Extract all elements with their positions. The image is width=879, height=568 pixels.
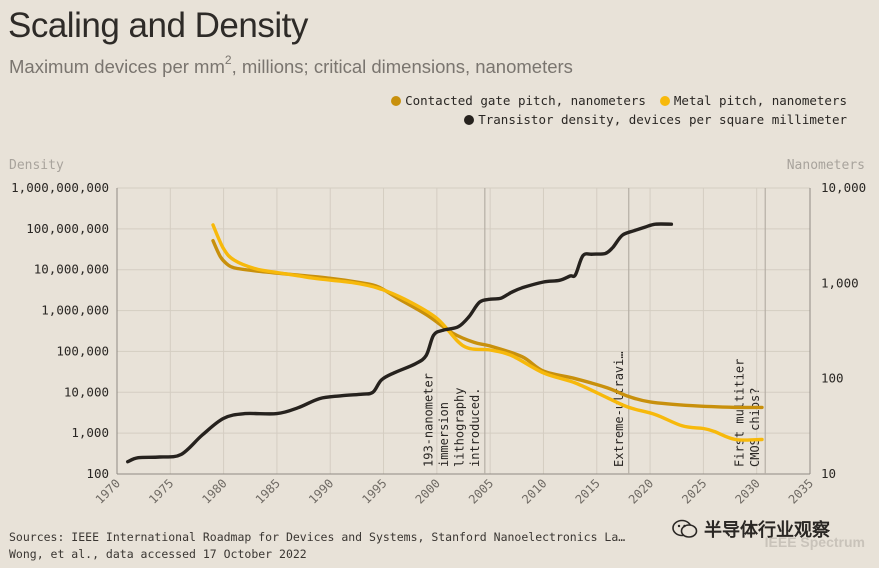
legend-label-metal-pitch: Metal pitch, nanometers xyxy=(673,93,847,108)
annotation-label-0-3: introduced. xyxy=(468,388,482,467)
left-tick-label-0: 1,000,000,000 xyxy=(11,180,109,195)
legend-swatch-metal-pitch xyxy=(659,95,670,106)
x-tick-label-2: 1980 xyxy=(199,476,229,506)
x-tick-label-5: 1995 xyxy=(359,476,389,506)
right-tick-label-0: 10,000 xyxy=(821,180,866,195)
annotation-label-1-0: Extreme-ultravi… xyxy=(612,351,626,467)
sources-note: Sources: IEEE International Roadmap for … xyxy=(9,529,709,563)
wechat-icon xyxy=(672,519,698,538)
x-tick-label-6: 2000 xyxy=(413,476,443,506)
x-tick-label-13: 2035 xyxy=(786,476,816,506)
right-tick-label-3: 10 xyxy=(821,466,836,481)
sources-line-2: Wong, et al., data accessed 17 October 2… xyxy=(9,547,307,561)
annotation-label-0-2: lithography xyxy=(452,388,466,467)
legend-item-metal-pitch: Metal pitch, nanometers xyxy=(659,93,847,108)
legend-swatch-gate-pitch xyxy=(391,95,402,106)
series-line-transistor-density xyxy=(126,222,674,464)
brand-logo: IEEE Spectrum xyxy=(764,534,865,550)
x-tick-label-12: 2030 xyxy=(732,476,762,506)
annotation-label-2-1: CMOS chips? xyxy=(748,388,762,467)
left-axis-title: Density xyxy=(9,158,64,173)
left-tick-label-5: 10,000 xyxy=(64,384,109,399)
legend-label-gate-pitch: Contacted gate pitch, nanometers xyxy=(405,93,646,108)
x-tick-label-4: 1990 xyxy=(306,476,336,506)
legend-row-1: Contacted gate pitch, nanometers Metal p… xyxy=(391,93,847,108)
legend-label-transistor-density: Transistor density, devices per square m… xyxy=(478,112,847,127)
right-tick-label-2: 100 xyxy=(821,371,844,386)
x-tick-label-8: 2010 xyxy=(519,476,549,506)
annotation-label-0-1: immersion xyxy=(437,402,451,467)
series-line-metal-pitch xyxy=(211,223,764,442)
annotation-label-2-0: First multitier xyxy=(733,359,747,467)
chart-title: Scaling and Density xyxy=(8,6,308,45)
left-tick-label-6: 1,000 xyxy=(71,425,109,440)
left-tick-label-2: 10,000,000 xyxy=(34,262,109,277)
annotation-label-0-0: 193-nanometer xyxy=(421,373,435,467)
x-tick-label-7: 2005 xyxy=(466,476,496,506)
x-tick-label-3: 1985 xyxy=(253,476,283,506)
x-tick-label-10: 2020 xyxy=(626,476,656,506)
left-tick-label-3: 1,000,000 xyxy=(41,303,109,318)
series-line-gate-pitch xyxy=(211,239,764,410)
x-tick-label-9: 2015 xyxy=(573,476,603,506)
left-tick-label-7: 100 xyxy=(86,466,109,481)
legend-swatch-transistor-density xyxy=(464,114,475,125)
x-tick-label-11: 2025 xyxy=(679,476,709,506)
right-axis-title: Nanometers xyxy=(786,158,865,173)
left-tick-label-4: 100,000 xyxy=(56,343,109,358)
watermark: 半导体行业观察 xyxy=(672,516,830,542)
right-tick-label-1: 1,000 xyxy=(821,275,859,290)
legend-item-gate-pitch: Contacted gate pitch, nanometers xyxy=(391,93,646,108)
sources-line-1: Sources: IEEE International Roadmap for … xyxy=(9,530,626,544)
legend-row-2: Transistor density, devices per square m… xyxy=(464,112,847,127)
watermark-text: 半导体行业观察 xyxy=(704,520,830,540)
legend-item-transistor-density: Transistor density, devices per square m… xyxy=(464,112,847,127)
x-tick-label-1: 1975 xyxy=(146,476,176,506)
left-tick-label-1: 100,000,000 xyxy=(26,221,109,236)
chart-subtitle: Maximum devices per mm2, millions; criti… xyxy=(9,53,573,78)
